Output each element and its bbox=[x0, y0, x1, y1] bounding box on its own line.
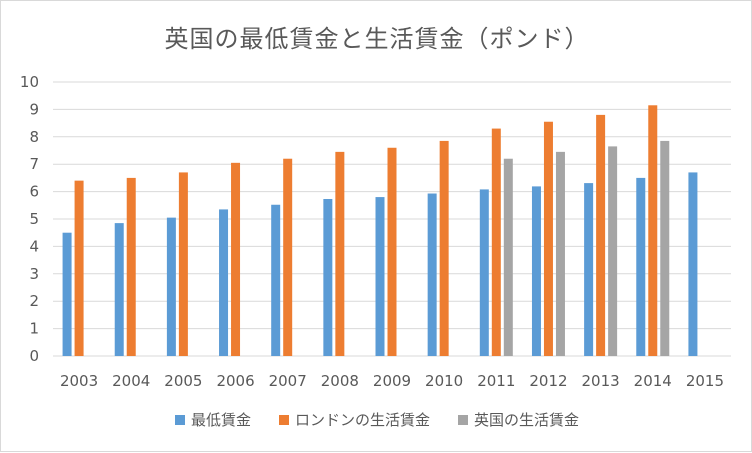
bar bbox=[491, 128, 501, 356]
bar bbox=[271, 204, 281, 356]
bar bbox=[283, 158, 293, 356]
x-tick-label: 2009 bbox=[373, 372, 411, 390]
bar bbox=[543, 121, 553, 356]
bar bbox=[178, 172, 188, 356]
legend-item-uk-living-wage: 英国の生活賃金 bbox=[458, 409, 579, 430]
legend-item-minimum-wage: 最低賃金 bbox=[174, 409, 251, 430]
bar bbox=[427, 193, 437, 356]
legend-label-minimum-wage: 最低賃金 bbox=[190, 411, 251, 429]
legend-swatch-london-living-wage bbox=[278, 414, 289, 425]
bar bbox=[126, 177, 136, 356]
y-tick-label: 3 bbox=[29, 265, 39, 283]
legend: 最低賃金 ロンドンの生活賃金 英国の生活賃金 bbox=[1, 409, 752, 430]
y-tick-label: 7 bbox=[29, 155, 39, 173]
y-tick-label: 1 bbox=[29, 320, 39, 338]
bar bbox=[479, 189, 489, 356]
bar bbox=[375, 197, 385, 356]
y-tick-label: 10 bbox=[20, 73, 39, 91]
bar bbox=[219, 209, 229, 356]
legend-swatch-uk-living-wage bbox=[458, 414, 468, 425]
bar bbox=[648, 105, 658, 356]
bar bbox=[688, 172, 698, 356]
bar bbox=[636, 177, 646, 356]
x-tick-label: 2007 bbox=[269, 372, 307, 390]
bar bbox=[335, 151, 345, 356]
bar bbox=[74, 180, 84, 356]
legend-item-london-living-wage: ロンドンの生活賃金 bbox=[278, 409, 430, 430]
x-tick-label: 2015 bbox=[686, 372, 724, 390]
x-tick-label: 2011 bbox=[477, 372, 515, 390]
y-tick-label: 2 bbox=[29, 292, 39, 310]
y-tick-label: 5 bbox=[29, 210, 39, 228]
y-tick-label: 8 bbox=[29, 128, 39, 146]
x-tick-label: 2012 bbox=[529, 372, 567, 390]
bar bbox=[596, 114, 606, 356]
legend-label-london-living-wage: ロンドンの生活賃金 bbox=[294, 411, 430, 429]
bar bbox=[387, 147, 397, 356]
bar bbox=[231, 162, 241, 356]
bar bbox=[608, 146, 618, 356]
bar bbox=[503, 158, 513, 356]
x-tick-label: 2006 bbox=[216, 372, 254, 390]
x-tick-label: 2010 bbox=[425, 372, 463, 390]
bar bbox=[584, 183, 594, 356]
bar bbox=[166, 217, 176, 356]
y-tick-label: 6 bbox=[29, 183, 39, 201]
x-tick-label: 2008 bbox=[321, 372, 359, 390]
x-tick-label: 2003 bbox=[60, 372, 98, 390]
x-tick-label: 2005 bbox=[164, 372, 202, 390]
x-tick-label: 2014 bbox=[634, 372, 672, 390]
bar bbox=[531, 186, 541, 356]
bar bbox=[439, 140, 449, 356]
y-tick-label: 4 bbox=[29, 237, 39, 255]
bar bbox=[660, 140, 670, 356]
legend-swatch-minimum-wage bbox=[174, 414, 185, 425]
x-tick-label: 2013 bbox=[582, 372, 620, 390]
bar bbox=[114, 223, 124, 356]
chart-title: 英国の最低賃金と生活賃金（ポンド） bbox=[164, 25, 590, 53]
y-tick-label: 9 bbox=[29, 100, 39, 118]
x-tick-label: 2004 bbox=[112, 372, 150, 390]
legend-label-uk-living-wage: 英国の生活賃金 bbox=[474, 411, 580, 429]
bar bbox=[323, 198, 333, 356]
bar bbox=[62, 232, 72, 356]
bar bbox=[555, 151, 565, 356]
y-tick-label: 0 bbox=[29, 347, 39, 365]
